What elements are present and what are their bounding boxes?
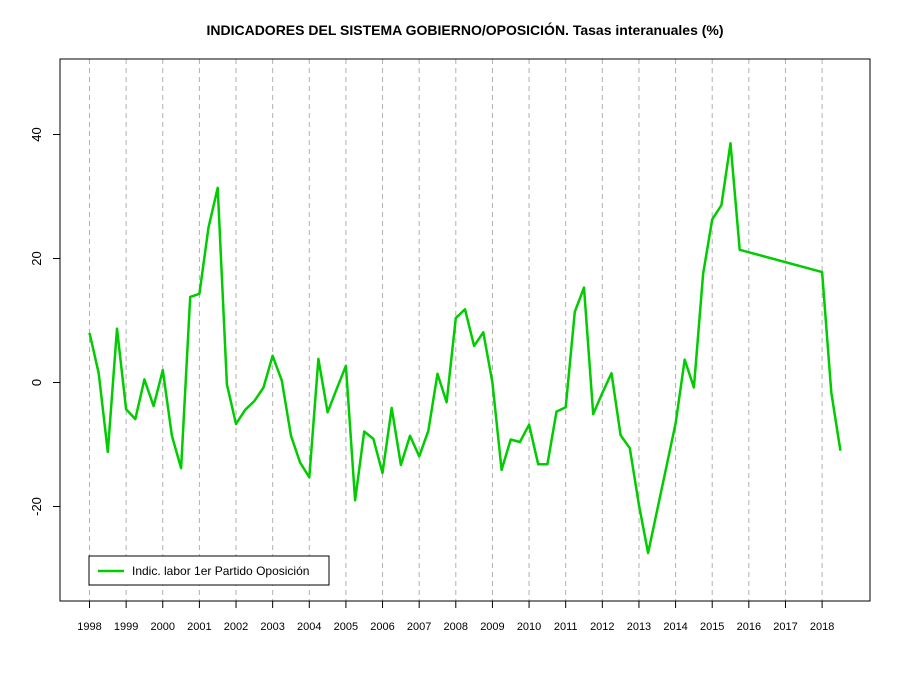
x-tick-label: 1998 xyxy=(77,621,101,633)
y-tick-label: 20 xyxy=(29,251,44,265)
x-tick-label: 2017 xyxy=(773,621,797,633)
legend-label: Indic. labor 1er Partido Oposición xyxy=(132,564,309,578)
x-tick-label: 2001 xyxy=(187,621,211,633)
x-axis: 1998 1999 2000 2001 2002 2003 2004 2005 2006 2007… xyxy=(77,601,834,633)
x-tick-label: 2007 xyxy=(407,621,431,633)
x-tick-label: 2009 xyxy=(480,621,504,633)
x-tick-label: 2013 xyxy=(627,621,651,633)
chart-title: INDICADORES DEL SISTEMA GOBIERNO/OPOSICI… xyxy=(206,21,723,38)
y-tick-label: -20 xyxy=(29,497,44,516)
series-line-0 xyxy=(88,141,842,555)
x-tick-label: 2006 xyxy=(370,621,394,633)
series-layer xyxy=(88,141,842,555)
x-tick-label: 2003 xyxy=(260,621,284,633)
x-tick-label: 2018 xyxy=(810,621,834,633)
x-tick-label: 2012 xyxy=(590,621,614,633)
x-tick-label: 2004 xyxy=(297,621,321,633)
y-tick-label: 0 xyxy=(29,379,44,386)
x-tick-label: 2005 xyxy=(334,621,358,633)
x-tick-label: 1999 xyxy=(114,621,138,633)
x-tick-label: 2000 xyxy=(151,621,175,633)
grid-lines xyxy=(89,59,823,601)
x-tick-label: 2002 xyxy=(224,621,248,633)
legend: Indic. labor 1er Partido Oposición xyxy=(88,555,330,586)
y-tick-label: 40 xyxy=(29,127,44,141)
x-tick-label: 2011 xyxy=(554,621,578,633)
x-tick-label: 2010 xyxy=(517,621,541,633)
x-tick-label: 2016 xyxy=(737,621,761,633)
plot-area-frame xyxy=(59,58,871,602)
x-tick-label: 2014 xyxy=(663,621,687,633)
x-tick-label: 2015 xyxy=(700,621,724,633)
x-tick-label: 2008 xyxy=(444,621,468,633)
legend-box xyxy=(88,555,330,586)
y-axis: -20 0 20 40 xyxy=(29,127,60,516)
